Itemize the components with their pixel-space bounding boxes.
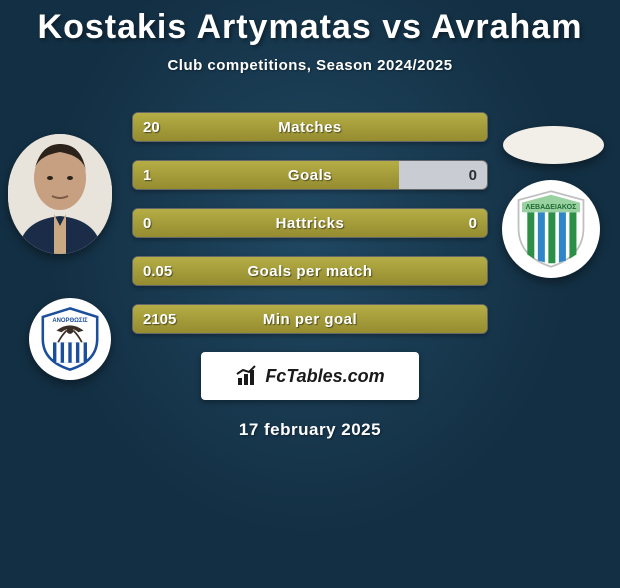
page-title: Kostakis Artymatas vs Avraham	[0, 8, 620, 47]
date-text: 17 february 2025	[0, 420, 620, 440]
stat-bar-row: Min per goal2105	[132, 304, 488, 334]
stat-bar-fill	[133, 209, 487, 237]
svg-text:ΛΕΒΑΔΕΙΑΚΟΣ: ΛΕΒΑΔΕΙΑΚΟΣ	[526, 204, 577, 211]
stat-bar-value-right: 0	[469, 161, 477, 189]
stat-bar-fill	[133, 257, 487, 285]
svg-text:ΑΝΟΡΘΩΣΙΣ: ΑΝΟΡΘΩΣΙΣ	[52, 318, 88, 324]
brand-box[interactable]: FcTables.com	[201, 352, 419, 400]
player-right-avatar	[503, 126, 604, 164]
stat-bar-fill	[133, 305, 487, 333]
stat-bar-row: Hattricks00	[132, 208, 488, 238]
player-left-avatar	[8, 134, 112, 254]
brand-text: FcTables.com	[265, 366, 384, 387]
stat-bar-row: Goals per match0.05	[132, 256, 488, 286]
stat-bar-row: Goals10	[132, 160, 488, 190]
club-badge-right: ΛΕΒΑΔΕΙΑΚΟΣ	[502, 180, 600, 278]
page-subtitle: Club competitions, Season 2024/2025	[0, 57, 620, 74]
brand-chart-icon	[235, 364, 259, 388]
stat-bar-fill	[133, 161, 399, 189]
stat-bar-row: Matches20	[132, 112, 488, 142]
club-badge-left: ΑΝΟΡΘΩΣΙΣ	[29, 298, 111, 380]
stat-bar-fill	[133, 113, 487, 141]
